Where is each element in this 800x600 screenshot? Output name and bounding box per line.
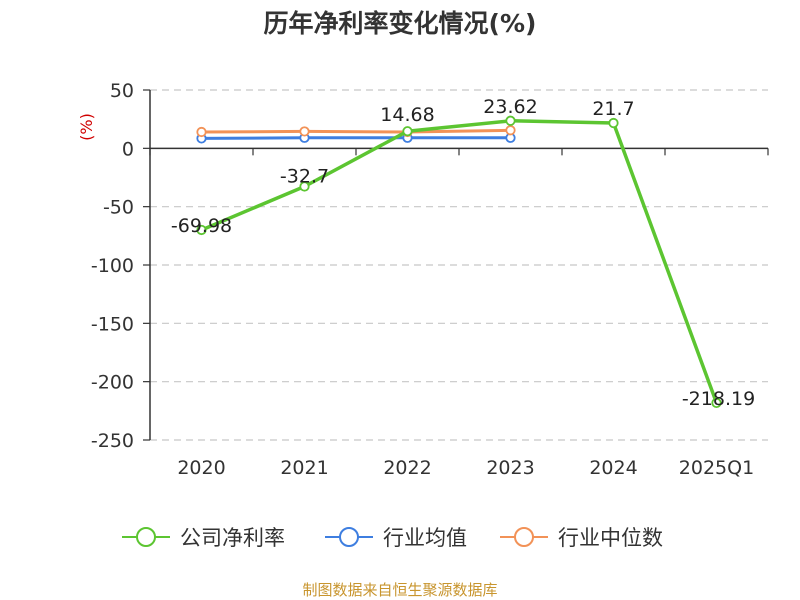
- series-point-0: [505, 115, 516, 126]
- series-lines: [196, 115, 722, 408]
- y-tick-label: -100: [91, 255, 134, 277]
- y-tick-labels: 50 0 -50 -100 -150 -200 -250: [91, 80, 134, 452]
- series-point-0: [402, 126, 413, 137]
- y-tick-label: -250: [91, 430, 134, 452]
- legend: 公司净利率 行业均值 行业中位数: [122, 526, 663, 550]
- y-tick-label: 0: [122, 138, 134, 160]
- data-label: 21.7: [592, 98, 634, 120]
- series-point-2: [196, 126, 207, 138]
- series-line-0: [200, 119, 719, 404]
- series-point-0: [711, 397, 722, 408]
- legend-label-0: 公司净利率: [180, 526, 285, 550]
- series-point-0: [196, 224, 207, 236]
- legend-label-2: 行业中位数: [558, 526, 663, 550]
- series-point-2: [505, 125, 516, 136]
- data-label: -218.19: [682, 388, 755, 410]
- x-tick-label: 2021: [280, 457, 328, 479]
- series-point-0: [299, 181, 310, 192]
- y-tick-label: -50: [103, 197, 134, 219]
- chart-title: 历年净利率变化情况(%): [264, 9, 537, 38]
- x-tick-label: 2025Q1: [679, 457, 754, 479]
- x-tick-label: 2024: [589, 457, 637, 479]
- data-label: -32.7: [280, 165, 329, 187]
- legend-marker-1: [339, 527, 359, 547]
- data-label: -69.98: [171, 215, 232, 237]
- data-label: 23.62: [483, 96, 537, 118]
- x-tick-label: 2022: [383, 457, 431, 479]
- axes: [143, 89, 769, 441]
- legend-marker-0: [136, 527, 156, 547]
- x-tick-labels: 2020 2021 2022 2023 2024 2025Q1: [177, 457, 754, 479]
- y-tick-label: -200: [91, 372, 134, 394]
- y-tick-label: -150: [91, 313, 134, 335]
- series-point-0: [608, 117, 619, 129]
- data-label: 14.68: [380, 104, 434, 126]
- y-axis-label: (%): [77, 113, 96, 141]
- legend-label-1: 行业均值: [383, 526, 467, 550]
- x-tick-label: 2023: [486, 457, 534, 479]
- x-tick-label: 2020: [177, 457, 225, 479]
- series-point-2: [299, 126, 310, 137]
- series-line-1: [201, 136, 511, 140]
- source-note: 制图数据来自恒生聚源数据库: [302, 581, 497, 599]
- data-labels: -69.98 -32.7 14.68 23.62 21.7 -218.19: [171, 96, 755, 410]
- series-line-2: [201, 128, 511, 134]
- legend-marker-2: [514, 527, 534, 547]
- grid-lines: [150, 89, 768, 441]
- y-tick-label: 50: [110, 80, 134, 102]
